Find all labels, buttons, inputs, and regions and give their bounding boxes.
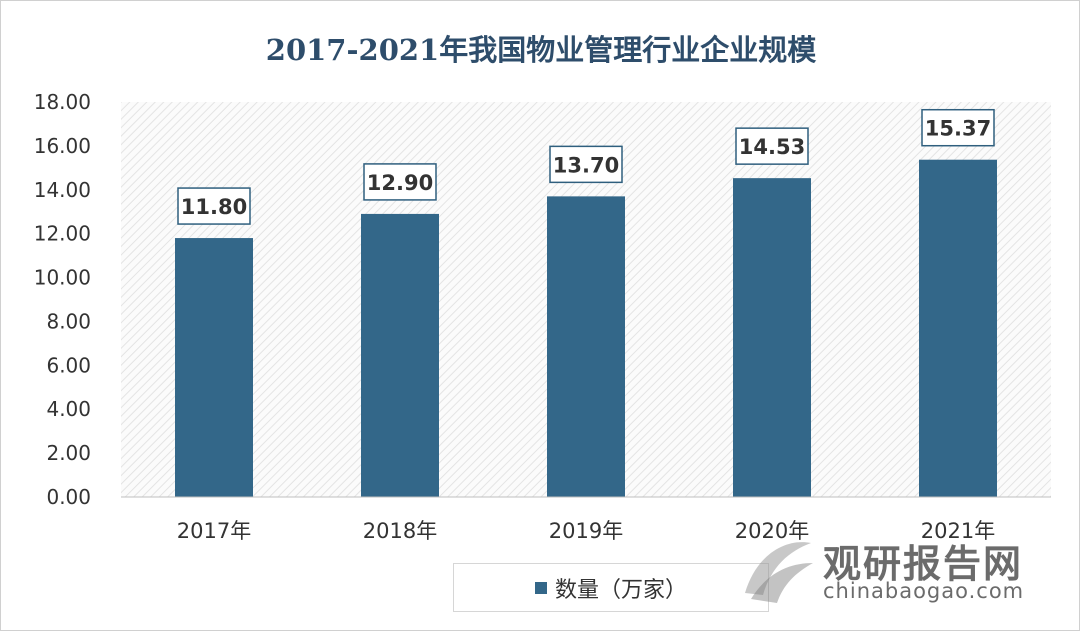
x-tick-label: 2021年: [921, 519, 995, 543]
x-tick-label: 2020年: [735, 519, 809, 543]
x-tick-label: 2019年: [549, 519, 623, 543]
data-label-box: [363, 163, 437, 201]
data-label: 12.90: [367, 171, 433, 195]
watermark-name: 观研报告网: [823, 542, 1024, 586]
y-tick-label: 0.00: [46, 485, 91, 509]
data-label: 15.37: [925, 117, 991, 141]
watermark-domain: chinabaogao.com: [823, 579, 1025, 603]
data-label-box: [921, 108, 995, 147]
y-tick-label: 4.00: [46, 397, 91, 421]
legend: 数量（万家）: [453, 563, 769, 612]
y-tick-label: 10.00: [34, 266, 91, 290]
data-label-box: [735, 127, 809, 165]
x-tick-label: 2018年: [363, 519, 437, 543]
chart-title: 2017-2021年我国物业管理行业企业规模: [265, 33, 817, 67]
y-tick-label: 16.00: [34, 134, 91, 158]
data-label: 11.80: [181, 195, 247, 219]
data-label-box: [177, 187, 251, 225]
watermark-logo-icon: [745, 542, 813, 603]
y-tick-label: 6.00: [46, 353, 91, 377]
watermark: 观研报告网 chinabaogao.com: [731, 531, 1071, 611]
bar: [361, 213, 439, 497]
bar: [919, 159, 997, 498]
y-tick-label: 8.00: [46, 309, 91, 333]
y-tick-label: 14.00: [34, 178, 91, 202]
data-label-box: [549, 145, 623, 184]
y-tick-label: 18.00: [34, 90, 91, 114]
data-label: 13.70: [553, 153, 619, 177]
bar: [547, 196, 625, 497]
legend-label: 数量（万家）: [554, 577, 687, 603]
x-tick-label: 2017年: [177, 519, 251, 543]
bar: [175, 238, 253, 498]
legend-swatch: [534, 581, 547, 594]
data-label: 14.53: [739, 135, 805, 159]
bar: [733, 178, 811, 497]
y-tick-label: 2.00: [46, 441, 91, 465]
bar-chart: 0.00 2.00 4.00 6.00 8.00 10.00 12.00 14.00 16.00…: [34, 90, 1051, 543]
y-tick-label: 12.00: [34, 222, 91, 246]
